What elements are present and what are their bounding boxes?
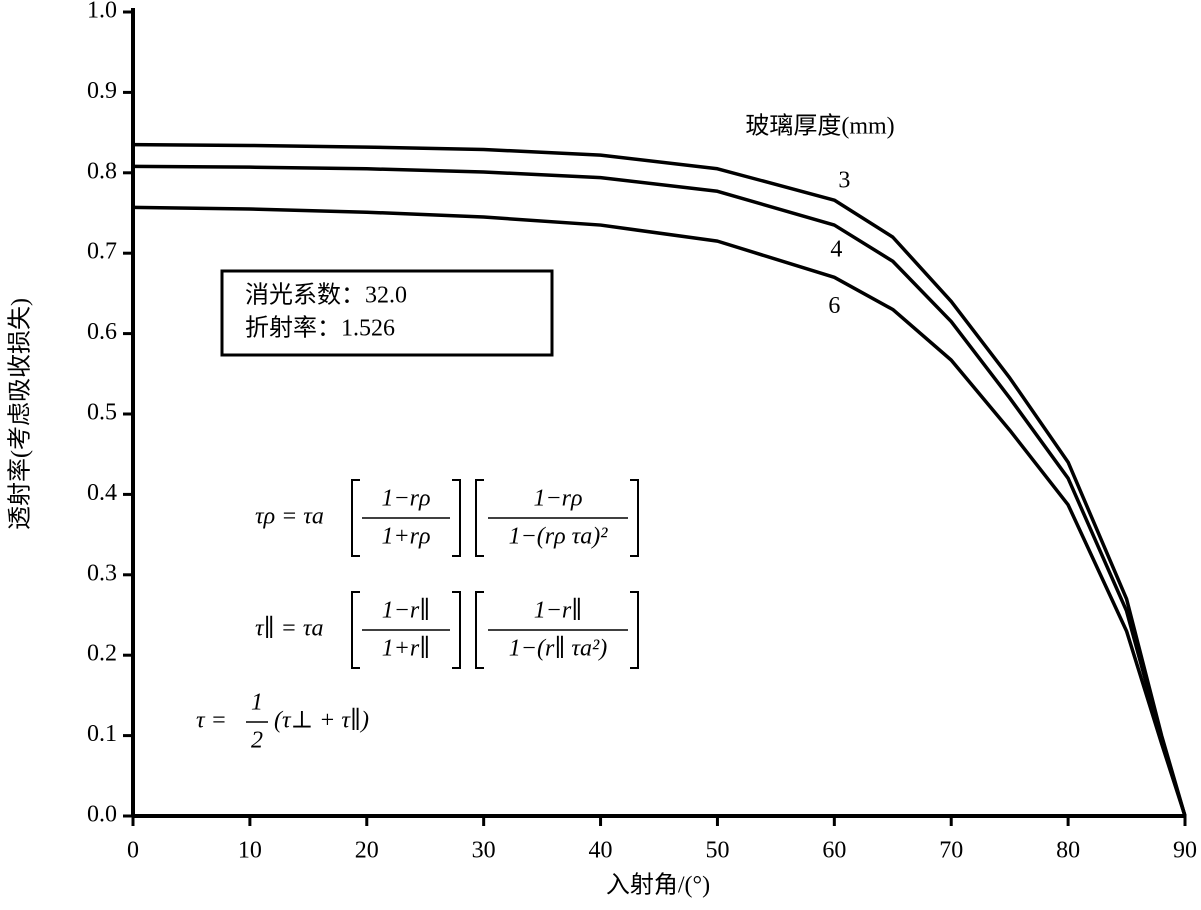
y-tick-label: 0.1 xyxy=(87,721,117,747)
y-tick-label: 1.0 xyxy=(87,0,117,24)
line-series xyxy=(132,142,1187,817)
formula-text: τ = xyxy=(196,708,227,734)
y-tick-label: 0.5 xyxy=(87,400,117,426)
formula-text: 1+rρ xyxy=(381,524,430,550)
y-tick-label: 0.7 xyxy=(87,239,117,265)
info-text: 折射率：1.526 xyxy=(245,315,395,342)
formula-text: 1−rρ xyxy=(533,486,582,512)
y-tick-label: 0.3 xyxy=(87,560,117,586)
line-series xyxy=(132,164,1187,817)
bracket xyxy=(452,591,461,669)
bracket xyxy=(475,591,484,669)
formula-text: 2 xyxy=(251,728,263,754)
series-label: 4 xyxy=(830,237,842,263)
y-tick-label: 0.9 xyxy=(87,78,117,104)
y-tick-label: 0.4 xyxy=(87,480,117,506)
x-tick-label: 90 xyxy=(1173,838,1197,864)
formula-text: 1−r∥ xyxy=(382,598,431,624)
formula-text: 1−r∥ xyxy=(534,598,583,624)
x-tick-label: 60 xyxy=(822,838,846,864)
formula-text: τρ = τa xyxy=(255,504,324,530)
x-tick-label: 80 xyxy=(1056,838,1080,864)
formula-text: (τ⊥ + τ∥) xyxy=(274,708,369,734)
bracket xyxy=(630,591,639,669)
y-axis-label: 透射率(考虑吸收损失) xyxy=(7,298,34,530)
formulas: τρ = τa 1−rρ 1+rρ 1−rρ 1−(rρ τa)² τ∥ = τa 1−r∥… xyxy=(196,479,639,754)
formula-text: 1−(rρ τa)² xyxy=(509,524,609,550)
bracket xyxy=(452,479,461,557)
y-tick-label: 0.2 xyxy=(87,641,117,667)
bracket xyxy=(351,479,360,557)
x-tick-label: 20 xyxy=(355,838,379,864)
x-axis-label: 入射角/(°) xyxy=(606,872,710,899)
y-tick-label: 0.6 xyxy=(87,319,117,345)
formula-text: 1−(r∥ τa²) xyxy=(509,636,607,662)
info-box xyxy=(220,269,554,357)
y-tick-label: 0.8 xyxy=(87,158,117,184)
formula-text: τ∥ = τa xyxy=(255,616,323,642)
x-tick-label: 30 xyxy=(472,838,496,864)
series-label: 6 xyxy=(828,293,840,319)
x-tick-label: 0 xyxy=(127,838,139,864)
y-tick-label: 0.0 xyxy=(87,802,117,828)
x-tick-label: 40 xyxy=(589,838,613,864)
legend-title: 玻璃厚度(mm) xyxy=(745,113,894,140)
x-tick-label: 50 xyxy=(705,838,729,864)
bracket xyxy=(475,479,484,557)
bracket xyxy=(351,591,360,669)
info-text: 消光系数：32.0 xyxy=(245,282,407,309)
series-label: 3 xyxy=(838,168,850,194)
bracket xyxy=(630,479,639,557)
formula-text: 1−rρ xyxy=(381,486,430,512)
line-series xyxy=(132,205,1187,817)
x-tick-label: 10 xyxy=(238,838,262,864)
formula-text: 1+r∥ xyxy=(382,636,431,662)
formula-text: 1 xyxy=(251,690,263,716)
x-tick-label: 70 xyxy=(939,838,963,864)
